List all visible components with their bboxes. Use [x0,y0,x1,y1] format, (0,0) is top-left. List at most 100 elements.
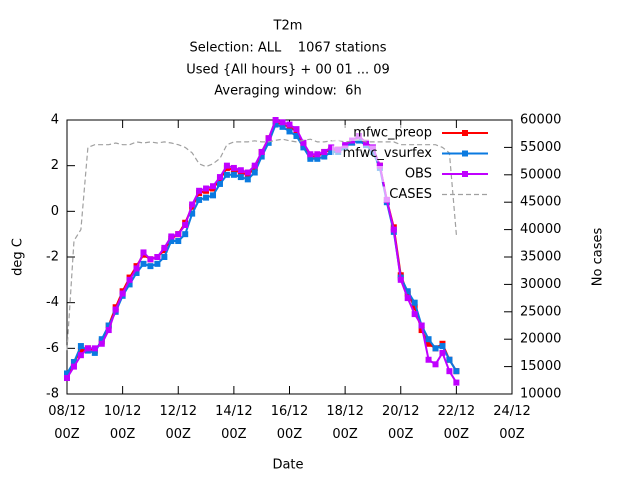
series-marker [105,322,112,329]
series-marker [251,169,258,176]
legend-bg [332,166,432,182]
series-marker [328,148,335,155]
series-marker [321,153,328,160]
series-marker [321,148,328,155]
series-marker [91,345,98,352]
x-tick-label: 20/12 00Z [382,404,419,442]
x-tick-label: 10/12 00Z [104,404,141,442]
series-marker [154,254,161,260]
series-marker [223,162,230,169]
series-marker [300,139,307,146]
series-marker [189,201,196,208]
series-marker [133,269,140,276]
x-tick-label: 12/12 00Z [160,404,197,442]
series-marker [265,139,272,146]
legend-marker [462,150,468,157]
series-marker [411,304,418,311]
series-marker [404,295,411,302]
series-marker [362,139,369,146]
legend-label: mfwc_preop [353,126,432,141]
series-marker [328,144,335,151]
series-marker [203,185,210,192]
series-marker [342,142,349,149]
legend-label: OBS [405,167,432,182]
series-marker [425,356,432,363]
series-marker [272,117,279,123]
series-marker [293,126,300,133]
series-marker [140,260,147,267]
series-marker [300,144,307,151]
chart-title: T2m [273,19,303,34]
y2-tick-label: 50000 [520,167,561,182]
y2-tick-label: 10000 [520,387,561,402]
series-marker [439,349,446,356]
series-marker [105,327,112,334]
y-axis-label: deg C [11,238,26,276]
y2-tick-label: 40000 [520,222,561,237]
y2-tick-label: 20000 [520,332,561,347]
series-marker [286,121,293,128]
y2-tick-label: 30000 [520,277,561,292]
series-marker [64,375,70,382]
series-marker [258,153,265,160]
series-marker [425,340,432,347]
series-marker [112,306,119,313]
series-marker [258,148,265,155]
series-marker [307,155,314,162]
legend-bg [332,145,432,162]
series-marker [196,187,203,194]
y-tick-label: -8 [46,387,59,402]
series-marker [126,276,133,283]
series-marker [446,356,453,363]
series-marker [237,174,244,181]
series-marker [314,155,321,162]
series-marker [265,135,272,142]
y-tick-label: 2 [51,158,59,173]
series-marker [182,231,189,238]
legend-bg [332,125,432,141]
series-marker [439,343,446,350]
series-marker [140,249,147,256]
series-marker [397,276,404,283]
series-marker [210,192,217,199]
series-marker [307,151,314,158]
y-tick-label: 4 [51,113,59,128]
series-marker [404,288,411,295]
series-marker [314,151,321,158]
series-marker [77,343,84,350]
series-marker [70,363,77,370]
x-axis-label: Date [272,458,303,473]
series-marker [279,119,286,126]
series-marker [251,162,258,169]
series-marker [244,169,251,176]
y-tick-label: -6 [46,341,59,356]
series-marker [84,345,91,352]
series-marker [161,244,168,251]
series-marker [210,183,217,190]
series-marker [126,281,133,288]
y-tick-label: -4 [46,295,59,310]
y-tick-label: 0 [51,204,59,219]
series-marker [161,254,168,260]
series-marker [168,238,175,245]
series-marker [390,226,397,233]
series-marker [147,263,154,270]
series-marker [77,347,84,354]
series-marker [230,171,237,178]
series-marker [77,352,84,359]
y2-tick-label: 55000 [520,140,561,155]
x-tick-label: 24/12 00Z [493,404,530,442]
series-marker [98,340,105,347]
legend-bg [332,186,432,203]
series-marker [168,233,175,240]
y2-tick-label: 35000 [520,250,561,265]
subtitle: Selection: ALL 1067 stations [189,41,386,56]
series-marker [189,210,196,217]
series-marker [376,162,383,169]
series-marker [453,379,460,386]
series-marker [203,194,210,201]
series-marker [272,121,279,128]
series-marker [446,368,453,375]
